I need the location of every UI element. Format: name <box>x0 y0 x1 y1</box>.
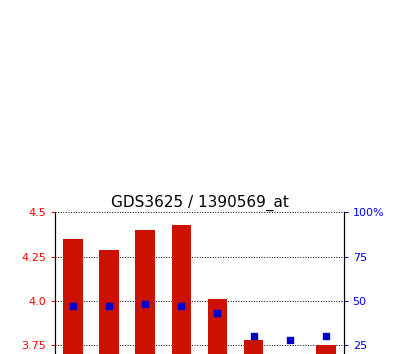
Bar <box>135 230 155 354</box>
Point <box>106 303 113 309</box>
Bar <box>64 239 83 354</box>
Bar <box>171 225 191 354</box>
Point <box>178 303 184 309</box>
Bar <box>100 250 119 354</box>
Bar <box>208 299 228 354</box>
Point <box>286 337 293 343</box>
Point <box>214 310 221 316</box>
Point <box>142 302 149 307</box>
Bar <box>316 345 335 354</box>
Point <box>250 333 257 339</box>
Bar <box>244 340 263 354</box>
Point <box>322 333 329 339</box>
Title: GDS3625 / 1390569_at: GDS3625 / 1390569_at <box>111 195 288 211</box>
Point <box>70 303 77 309</box>
